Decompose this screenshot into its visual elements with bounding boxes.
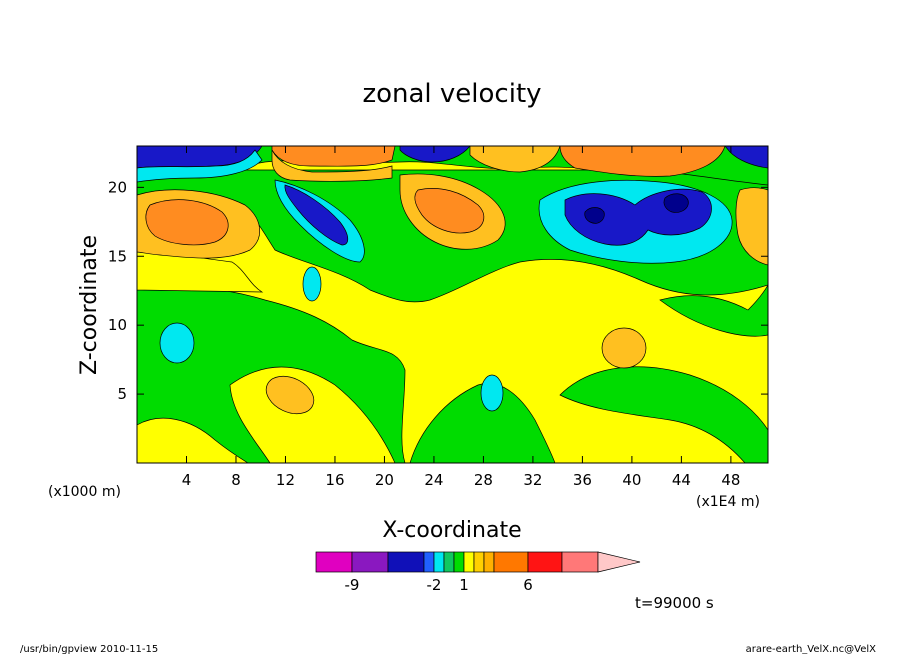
field-region-orange-west bbox=[145, 199, 229, 246]
field-region-yellow-southwest bbox=[137, 417, 249, 463]
y-axis-unit: (x1000 m) bbox=[48, 484, 121, 500]
field-region-orange-central bbox=[414, 188, 485, 234]
x-tick-label: 12 bbox=[276, 471, 295, 489]
field-region-orange-blob-east bbox=[601, 327, 647, 369]
x-tick-label: 36 bbox=[573, 471, 592, 489]
y-tick-label: 5 bbox=[117, 385, 127, 403]
field-region-cyan-blob-west bbox=[159, 322, 195, 364]
chart-title: zonal velocity bbox=[362, 79, 541, 109]
x-tick-label: 16 bbox=[325, 471, 344, 489]
y-tick-label: 20 bbox=[108, 178, 127, 196]
x-tick-label: 44 bbox=[672, 471, 691, 489]
colorbar bbox=[315, 551, 641, 573]
x-tick-label: 32 bbox=[523, 471, 542, 489]
plot-frame bbox=[136, 145, 769, 464]
colorbar-segment bbox=[473, 551, 485, 573]
field-region-top-yellow-east bbox=[469, 146, 561, 173]
x-tick-label: 48 bbox=[721, 471, 740, 489]
x-axis-label: X-coordinate bbox=[382, 518, 521, 543]
y-axis-ticks: 5 10 15 20 bbox=[108, 178, 768, 403]
colorbar-segment bbox=[315, 551, 353, 573]
x-tick-label: 24 bbox=[424, 471, 443, 489]
plot-area bbox=[137, 146, 768, 463]
x-axis-unit: (x1E4 m) bbox=[696, 494, 760, 510]
field-region-yellow-east-edge bbox=[735, 187, 768, 266]
colorbar-segment bbox=[493, 551, 529, 573]
footer-left: /usr/bin/gpview 2010-11-15 bbox=[20, 644, 158, 654]
field-region-green-east bbox=[659, 284, 768, 337]
field-region-top-orange-center bbox=[271, 146, 396, 167]
field-region-top-orange-east bbox=[559, 146, 726, 177]
colorbar-segment bbox=[527, 551, 563, 573]
colorbar-segment bbox=[561, 551, 599, 573]
y-tick-label: 15 bbox=[108, 247, 127, 265]
colorbar-tick-label: -2 bbox=[427, 576, 442, 594]
field-region-blue-streaks bbox=[284, 184, 349, 246]
x-tick-label: 28 bbox=[474, 471, 493, 489]
y-tick-label: 10 bbox=[108, 316, 127, 334]
colorbar-segment bbox=[387, 551, 425, 573]
field-region-green-southeast bbox=[559, 366, 768, 463]
colorbar-tick-label: 6 bbox=[523, 576, 533, 594]
colorbar-segment bbox=[423, 551, 435, 573]
colorbar-segment bbox=[443, 551, 455, 573]
field-region-navy-east-2 bbox=[663, 193, 689, 213]
x-tick-label: 40 bbox=[622, 471, 641, 489]
field-region-top-yellow-center bbox=[271, 149, 393, 182]
field-region-top-cyan-west bbox=[137, 149, 263, 183]
colorbar-tick-label: -9 bbox=[345, 576, 360, 594]
x-tick-label: 8 bbox=[231, 471, 241, 489]
field-region-navy-east-1 bbox=[584, 207, 605, 224]
y-axis-label: Z-coordinate bbox=[77, 235, 102, 375]
field-region-top-navy-center bbox=[399, 146, 471, 163]
colorbar-extend-arrow bbox=[597, 551, 641, 573]
x-axis-ticks: 4 8 12 16 20 24 28 32 36 40 44 48 bbox=[182, 146, 740, 489]
field-region-cyan-blob-south bbox=[480, 374, 504, 412]
colorbar-segment bbox=[351, 551, 389, 573]
colorbar-segment bbox=[433, 551, 445, 573]
colorbar-tick-labels: -9 -2 1 6 bbox=[345, 576, 533, 594]
x-tick-label: 4 bbox=[182, 471, 192, 489]
x-tick-label: 20 bbox=[375, 471, 394, 489]
colorbar-tick-label: 1 bbox=[459, 576, 469, 594]
colorbar-segment bbox=[453, 551, 465, 573]
footer-right: arare-earth_VelX.nc@VelX bbox=[746, 644, 877, 654]
field-region-cyan-blob-mid bbox=[302, 266, 322, 302]
colorbar-segment bbox=[483, 551, 495, 573]
time-annotation: t=99000 s bbox=[635, 594, 714, 612]
colorbar-segment bbox=[463, 551, 475, 573]
field-region-orange-blob-south bbox=[265, 375, 315, 415]
